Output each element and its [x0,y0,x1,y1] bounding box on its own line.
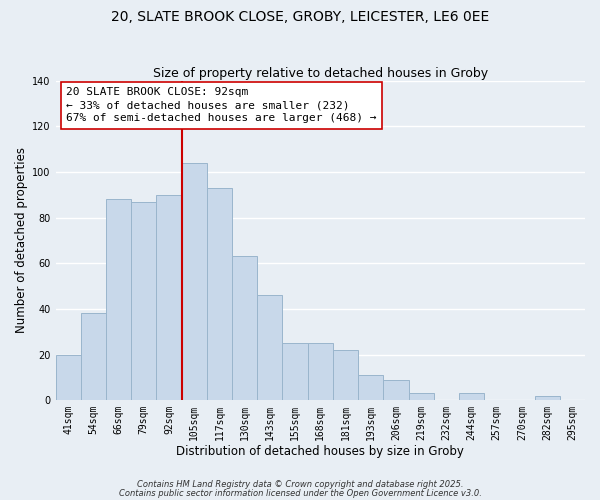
Bar [182,163,207,400]
Text: 20 SLATE BROOK CLOSE: 92sqm
← 33% of detached houses are smaller (232)
67% of se: 20 SLATE BROOK CLOSE: 92sqm ← 33% of det… [66,87,377,124]
Bar [459,394,484,400]
Bar [232,256,257,400]
Text: 20, SLATE BROOK CLOSE, GROBY, LEICESTER, LE6 0EE: 20, SLATE BROOK CLOSE, GROBY, LEICESTER,… [111,10,489,24]
Bar [283,343,308,400]
X-axis label: Distribution of detached houses by size in Groby: Distribution of detached houses by size … [176,444,464,458]
Bar [308,343,333,400]
Bar [383,380,409,400]
Bar [535,396,560,400]
Bar [358,375,383,400]
Bar [207,188,232,400]
Bar [81,314,106,400]
Bar [131,202,157,400]
Title: Size of property relative to detached houses in Groby: Size of property relative to detached ho… [153,66,488,80]
Y-axis label: Number of detached properties: Number of detached properties [15,148,28,334]
Bar [56,354,81,400]
Bar [257,295,283,400]
Bar [157,195,182,400]
Bar [333,350,358,400]
Bar [409,394,434,400]
Bar [106,200,131,400]
Text: Contains public sector information licensed under the Open Government Licence v3: Contains public sector information licen… [119,489,481,498]
Text: Contains HM Land Registry data © Crown copyright and database right 2025.: Contains HM Land Registry data © Crown c… [137,480,463,489]
